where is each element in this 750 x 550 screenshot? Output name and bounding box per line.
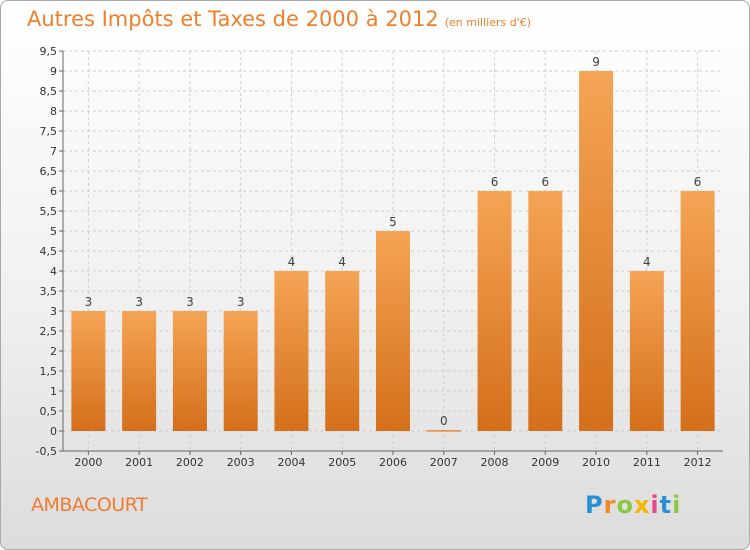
chart-title-text: Autres Impôts et Taxes de 2000 à 2012	[27, 7, 439, 31]
logo-letter: i	[650, 491, 660, 519]
x-tick-label: 2003	[227, 456, 255, 469]
data-label-2003: 3	[237, 295, 245, 309]
bar-2009	[528, 191, 563, 431]
x-tick-label: 2002	[176, 456, 204, 469]
bar-2010	[579, 71, 614, 431]
y-tick-label: 9,5	[40, 45, 58, 58]
data-label-2008: 6	[491, 175, 499, 189]
logo-letter: x	[633, 491, 651, 519]
y-tick-label: 8	[50, 105, 57, 118]
bar-2006	[376, 231, 410, 431]
x-tick-label: 2009	[531, 456, 559, 469]
y-tick-label: 4,5	[40, 245, 58, 258]
x-tick-label: 2011	[633, 456, 661, 469]
y-tick-label: 5	[50, 225, 57, 238]
y-tick-label: -0,5	[36, 445, 57, 458]
y-tick-label: 0	[50, 425, 57, 438]
logo-letter: i	[672, 491, 682, 519]
bar-2007	[426, 430, 461, 432]
logo-letter: o	[616, 491, 634, 519]
axes: -0,5 0 0,5 1 1,5 2 2,5 3 3,5 4 4,5 5 5,5 6 6,5 7 7,5 8 8,5…	[36, 45, 723, 469]
bars	[71, 71, 715, 432]
data-label-2007: 0	[440, 414, 448, 428]
data-label-2000: 3	[85, 295, 93, 309]
x-tick-label: 2012	[684, 456, 712, 469]
x-tick-label: 2007	[430, 456, 458, 469]
y-tick-label: 9	[50, 65, 57, 78]
x-tick-label: 2006	[379, 456, 407, 469]
x-tick-label: 2004	[277, 456, 305, 469]
x-tick-label: 2000	[74, 456, 102, 469]
y-tick-label: 8,5	[40, 85, 58, 98]
bar-2002	[172, 311, 207, 431]
proxiti-logo: Proxiti	[585, 491, 681, 519]
y-tick-label: 3,5	[40, 285, 58, 298]
y-tick-label: 2,5	[40, 325, 58, 338]
y-tick-label: 5,5	[40, 205, 58, 218]
logo-letter: r	[603, 491, 617, 519]
data-labels: 3 3 3 3 4 4 5 0 6 6 9 4 6	[85, 55, 702, 428]
data-label-2011: 4	[643, 255, 651, 269]
data-label-2005: 4	[338, 255, 346, 269]
x-tick-label: 2001	[125, 456, 153, 469]
x-tick-label: 2008	[481, 456, 509, 469]
chart-subtitle: (en milliers d'€)	[444, 16, 531, 29]
bar-2003	[223, 311, 258, 431]
x-tick-label: 2010	[582, 456, 610, 469]
chart-title: Autres Impôts et Taxes de 2000 à 2012 (en…	[27, 7, 531, 31]
data-label-2001: 3	[135, 295, 143, 309]
commune-name: AMBACOURT	[31, 494, 148, 516]
data-label-2006: 5	[389, 215, 397, 229]
bar-2012	[680, 191, 715, 431]
logo-letter: P	[585, 491, 604, 519]
bar-2004	[274, 271, 309, 431]
data-label-2012: 6	[694, 175, 702, 189]
y-tick-label: 7	[50, 145, 57, 158]
bar-2005	[325, 271, 360, 431]
data-label-2009: 6	[541, 175, 549, 189]
x-tick-label: 2005	[328, 456, 356, 469]
y-tick-label: 2	[50, 345, 57, 358]
logo-letter: t	[659, 491, 673, 519]
y-tick-label: 1	[50, 385, 57, 398]
data-label-2010: 9	[592, 55, 600, 69]
bar-2011	[629, 271, 664, 431]
y-tick-label: 6,5	[40, 165, 58, 178]
y-tick-label: 4	[50, 265, 57, 278]
y-tick-label: 3	[50, 305, 57, 318]
bar-2008	[477, 191, 512, 431]
data-label-2004: 4	[288, 255, 296, 269]
y-tick-label: 6	[50, 185, 57, 198]
y-tick-label: 1,5	[40, 365, 58, 378]
bar-2001	[122, 311, 157, 431]
y-tick-label: 7,5	[40, 125, 58, 138]
y-tick-label: 0,5	[40, 405, 58, 418]
bar-2000	[71, 311, 106, 431]
data-label-2002: 3	[186, 295, 194, 309]
